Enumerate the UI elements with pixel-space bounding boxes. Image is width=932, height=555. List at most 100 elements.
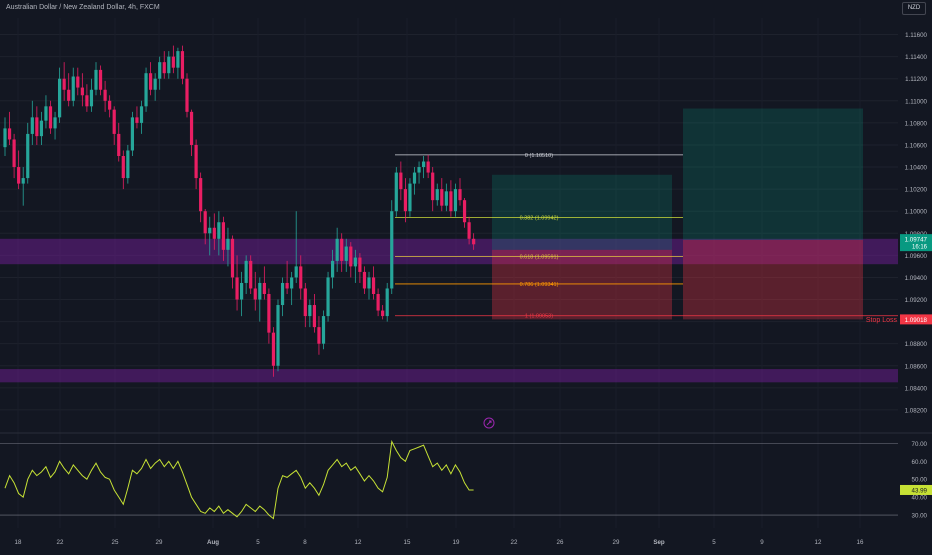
candle-body: [48, 106, 53, 129]
fibonacci-retracement[interactable]: 0 (1.10510) 0.382 (1.09942) 0.618 (1.09591…: [395, 153, 898, 320]
position-stop-zone[interactable]: [683, 239, 863, 320]
candle-body: [417, 167, 421, 173]
candle-body: [235, 277, 239, 300]
candle-body: [472, 238, 476, 245]
price-tick-label: 1.09200: [905, 297, 928, 304]
replay-button[interactable]: [483, 417, 495, 429]
price-tick-label: 1.11400: [905, 54, 927, 61]
stop-loss-label: Stop Loss: [866, 317, 898, 324]
candle-body: [253, 288, 257, 300]
price-tick-label: 1.11600: [905, 32, 927, 39]
price-tick-label: 1.10400: [905, 165, 928, 172]
candle-body: [89, 89, 94, 107]
position-target-zone[interactable]: [683, 108, 863, 240]
rsi-last-value-tag[interactable]: [900, 484, 932, 495]
candle-body: [376, 294, 380, 311]
candle-body: [199, 178, 203, 212]
candle-body: [44, 106, 48, 121]
candle-body: [62, 78, 66, 90]
candle-body: [162, 62, 166, 74]
rsi-tick-label: 70.00: [912, 441, 928, 448]
candle-body: [149, 73, 153, 90]
candle-body: [126, 150, 130, 179]
candle-body: [262, 282, 266, 294]
rsi-tick-label: 40.00: [912, 495, 928, 502]
candle-body: [258, 282, 262, 300]
candle-body: [326, 277, 330, 317]
rsi-tick-label: 50.00: [912, 477, 928, 484]
replay-icon[interactable]: [483, 417, 495, 429]
fib-level-label: 1 (1.09053): [525, 314, 553, 320]
stop-price-value: 1.09018: [905, 317, 928, 324]
candle-body: [349, 246, 353, 267]
fib-level-label: 0.382 (1.09942): [520, 216, 559, 222]
current-price-tag[interactable]: [900, 234, 932, 252]
time-tick-label: Aug: [207, 539, 219, 546]
candle-body: [280, 282, 285, 306]
price-tick-label: 1.11200: [905, 76, 927, 83]
candle-body: [176, 51, 180, 68]
price-tick-label: 1.10600: [905, 142, 928, 149]
candle-body: [76, 76, 80, 88]
candle-body: [412, 172, 417, 184]
price-tick-label: 1.10800: [905, 120, 928, 127]
symbol-title[interactable]: Australian Dollar / New Zealand Dollar, …: [6, 4, 160, 11]
supply-demand-zone: [0, 238, 898, 265]
candle-body: [58, 78, 62, 118]
candle-body: [335, 238, 339, 261]
candle-body: [458, 189, 462, 201]
candle-body: [194, 144, 198, 179]
candle-body: [317, 327, 321, 344]
candle-body: [431, 172, 435, 201]
candle-body: [85, 95, 89, 107]
candle-body: [390, 211, 394, 289]
candle-body: [385, 288, 389, 317]
candle-body: [130, 117, 134, 151]
candle-body: [226, 238, 230, 250]
candle-body: [271, 332, 276, 366]
price-axis[interactable]: 1.11600 1.11400 1.11200 1.11000 1.10800 1.106…: [900, 32, 932, 414]
candle-body: [185, 78, 189, 112]
rsi-last-value: 43.99: [912, 487, 928, 494]
candle-body: [230, 238, 235, 278]
candle-body: [440, 189, 444, 206]
current-price-value: 1.09747: [905, 237, 928, 244]
price-tick-label: 1.08600: [905, 363, 928, 370]
candle-body: [139, 106, 144, 123]
candle-body: [80, 87, 84, 96]
time-tick-label: Sep: [653, 539, 665, 546]
rsi-tick-label: 60.00: [912, 459, 928, 466]
position-stop-zone[interactable]: [492, 249, 672, 320]
candle-body: [217, 222, 221, 239]
time-tick-label: 18: [15, 539, 22, 546]
candle-body: [98, 69, 103, 90]
candle-body: [7, 128, 12, 140]
candle-body: [303, 288, 307, 317]
candle-body: [467, 222, 471, 239]
candle-body: [103, 89, 107, 101]
fib-level-label: 0.786 (1.09341): [520, 282, 559, 288]
price-tick-label: 1.08200: [905, 407, 928, 414]
rsi-tick-label: 30.00: [912, 513, 928, 520]
candle-body: [35, 117, 39, 137]
currency-badge[interactable]: NZD: [902, 2, 926, 15]
time-tick-label: 29: [613, 539, 620, 546]
position-target-zone[interactable]: [492, 174, 672, 250]
supply-demand-zone: [0, 369, 898, 383]
candle-body: [340, 238, 344, 261]
candle-body: [153, 78, 157, 90]
time-axis[interactable]: 18 22 25 29 Aug 5 8 12 15 19 22 26 29 Sep 5 9 12 16: [15, 539, 864, 546]
candle-body: [362, 271, 367, 289]
candle-body: [367, 277, 371, 289]
time-tick-label: 5: [256, 539, 260, 546]
candle-body: [381, 310, 385, 317]
candle-body: [353, 257, 357, 267]
stop-price-tag[interactable]: [900, 314, 932, 325]
candle-body: [344, 246, 348, 261]
time-tick-label: 12: [355, 539, 362, 546]
candle-body: [203, 211, 207, 234]
position-tools[interactable]: Stop Loss: [492, 108, 898, 324]
time-tick-label: 9: [760, 539, 764, 546]
